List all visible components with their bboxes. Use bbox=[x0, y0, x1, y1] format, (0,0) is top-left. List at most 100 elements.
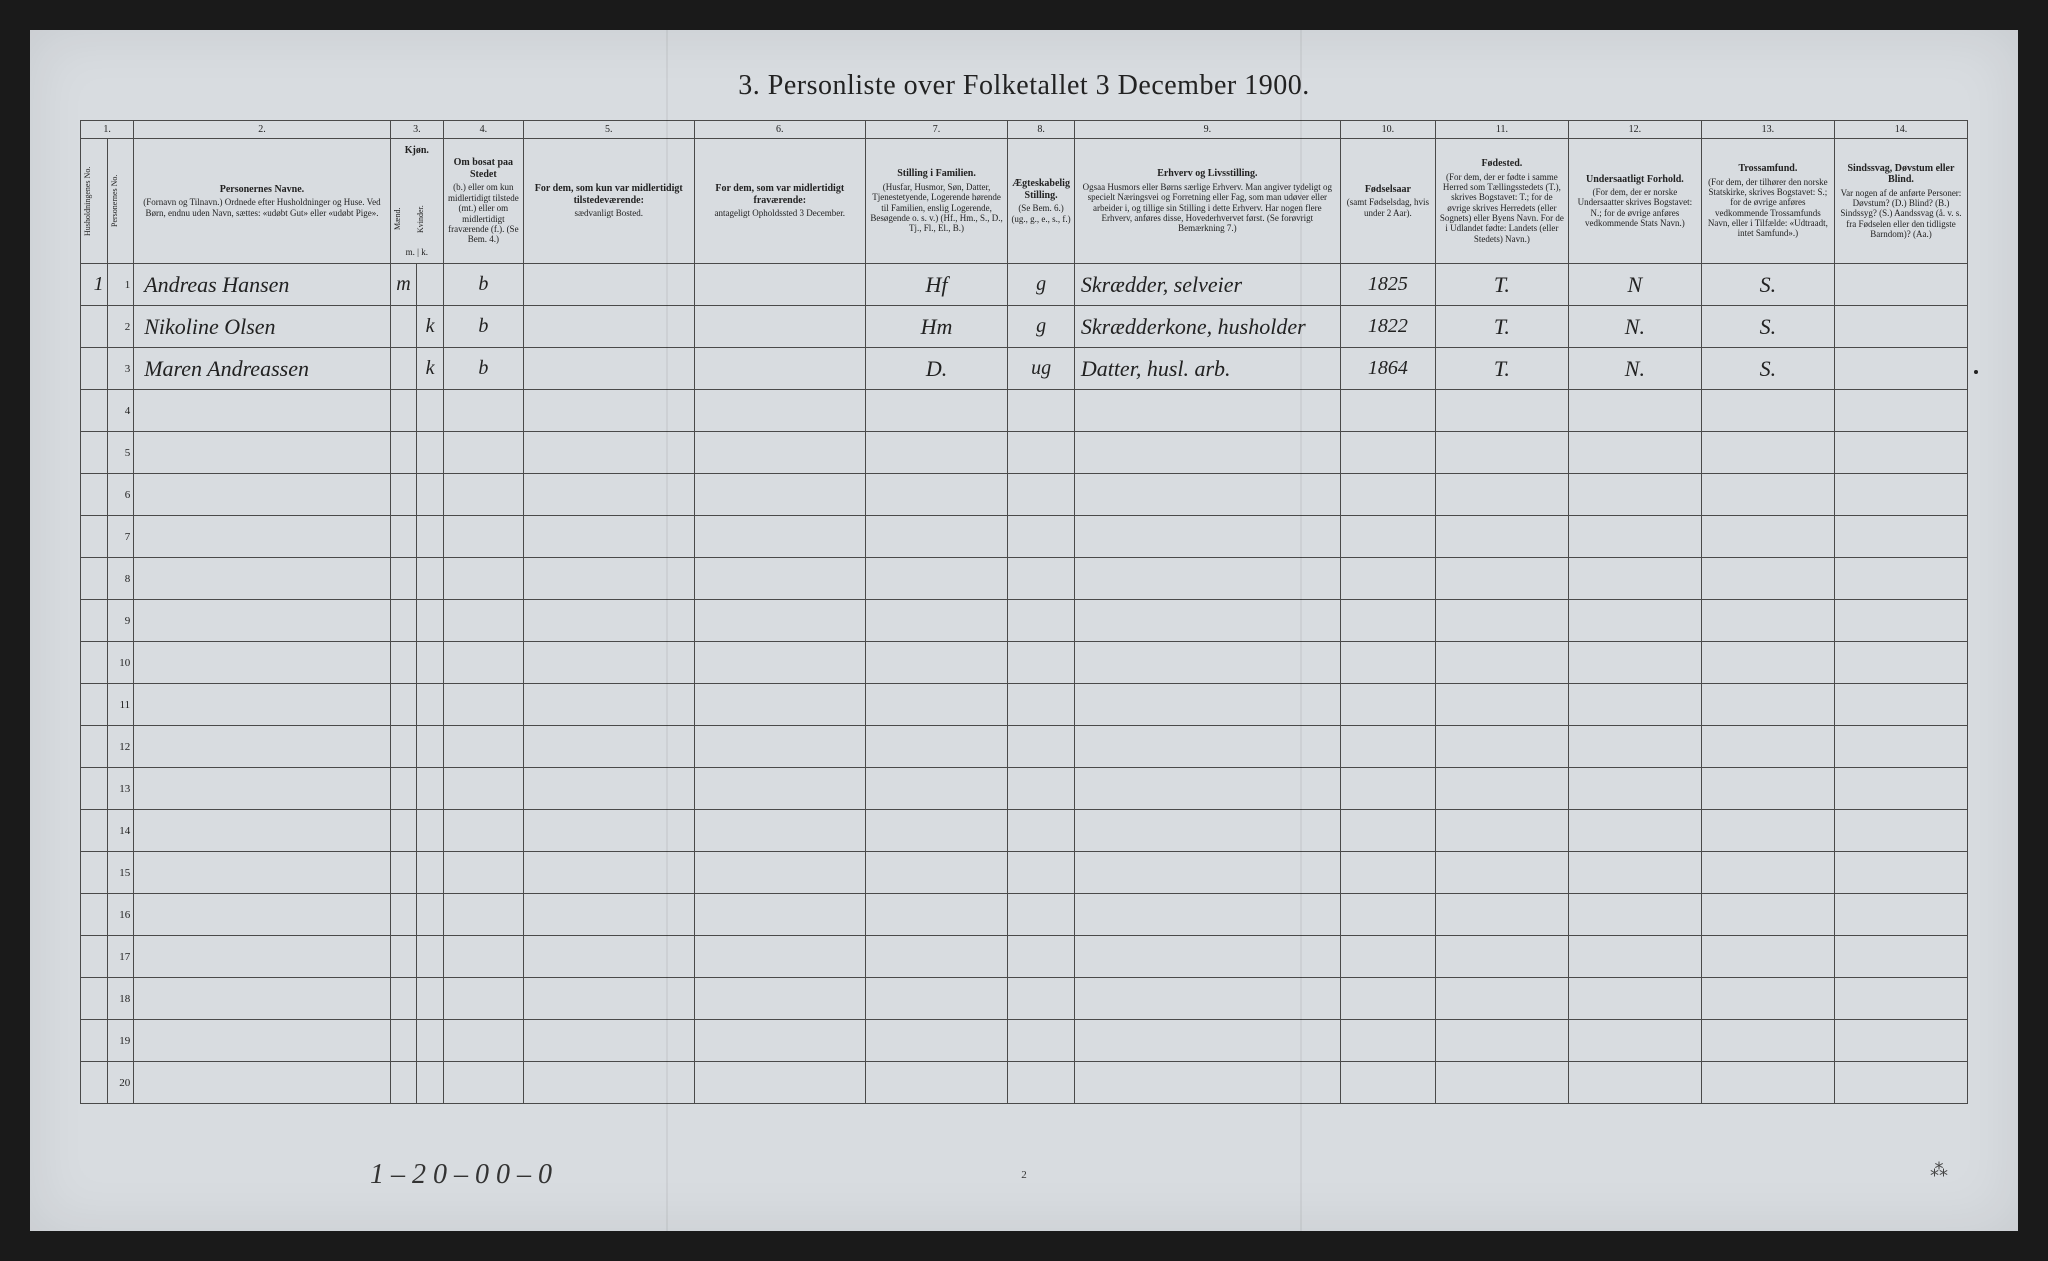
cell-year bbox=[1340, 516, 1435, 558]
cell-c5 bbox=[523, 600, 694, 642]
cell-residence bbox=[443, 810, 523, 852]
cell-marital bbox=[1008, 936, 1075, 978]
cell-marital: g bbox=[1008, 264, 1075, 306]
cell-c14 bbox=[1834, 432, 1967, 474]
cell-occupation bbox=[1074, 516, 1340, 558]
cell-name bbox=[134, 390, 391, 432]
cell-family bbox=[865, 600, 1008, 642]
cell-c6 bbox=[694, 600, 865, 642]
cell-c5 bbox=[523, 726, 694, 768]
cell-marital bbox=[1008, 810, 1075, 852]
cell-residence: b bbox=[443, 264, 523, 306]
cell-year bbox=[1340, 684, 1435, 726]
cell-c5 bbox=[523, 852, 694, 894]
cell-religion bbox=[1701, 726, 1834, 768]
cell-pn: 19 bbox=[107, 1020, 134, 1062]
cell-residence bbox=[443, 1062, 523, 1104]
cell-c5 bbox=[523, 978, 694, 1020]
table-row-empty: 12 bbox=[81, 726, 1968, 768]
cell-nationality bbox=[1568, 390, 1701, 432]
cell-year bbox=[1340, 390, 1435, 432]
cell-residence bbox=[443, 852, 523, 894]
cell-c5 bbox=[523, 390, 694, 432]
cell-c5 bbox=[523, 264, 694, 306]
cell-religion bbox=[1701, 474, 1834, 516]
cell-c6 bbox=[694, 726, 865, 768]
cell-sex-k bbox=[417, 432, 444, 474]
cell-c6 bbox=[694, 1020, 865, 1062]
cell-name bbox=[134, 516, 391, 558]
cell-sex-k: k bbox=[417, 306, 444, 348]
table-row-empty: 16 bbox=[81, 894, 1968, 936]
cell-marital bbox=[1008, 684, 1075, 726]
cell-hh bbox=[81, 306, 108, 348]
cell-c14 bbox=[1834, 1062, 1967, 1104]
cell-hh bbox=[81, 474, 108, 516]
cell-occupation bbox=[1074, 1062, 1340, 1104]
cell-nationality bbox=[1568, 642, 1701, 684]
cell-residence bbox=[443, 474, 523, 516]
cell-c14 bbox=[1834, 516, 1967, 558]
hdr-sex: Kjøn. Mænd. Kvinder. m. | k. bbox=[390, 139, 443, 264]
cell-hh bbox=[81, 642, 108, 684]
cell-year: 1822 bbox=[1340, 306, 1435, 348]
cell-birthplace bbox=[1435, 1062, 1568, 1104]
cell-sex-m bbox=[390, 894, 417, 936]
cell-nationality bbox=[1568, 852, 1701, 894]
cell-birthplace bbox=[1435, 600, 1568, 642]
cell-c6 bbox=[694, 348, 865, 390]
cell-pn: 20 bbox=[107, 1062, 134, 1104]
cell-sex-k bbox=[417, 726, 444, 768]
cell-nationality bbox=[1568, 474, 1701, 516]
cell-sex-k bbox=[417, 684, 444, 726]
cell-pn: 8 bbox=[107, 558, 134, 600]
cell-name bbox=[134, 726, 391, 768]
cell-nationality bbox=[1568, 432, 1701, 474]
table-row-empty: 7 bbox=[81, 516, 1968, 558]
cell-c6 bbox=[694, 768, 865, 810]
cell-occupation bbox=[1074, 684, 1340, 726]
cell-c5 bbox=[523, 516, 694, 558]
table-row-empty: 4 bbox=[81, 390, 1968, 432]
colnum-11: 11. bbox=[1435, 121, 1568, 139]
cell-sex-k bbox=[417, 642, 444, 684]
cell-residence bbox=[443, 516, 523, 558]
cell-pn: 13 bbox=[107, 768, 134, 810]
cell-year bbox=[1340, 432, 1435, 474]
cell-pn: 7 bbox=[107, 516, 134, 558]
cell-sex-m bbox=[390, 978, 417, 1020]
paper-sheet: 3. Personliste over Folketallet 3 Decemb… bbox=[30, 30, 2018, 1231]
cell-residence: b bbox=[443, 306, 523, 348]
cell-occupation bbox=[1074, 768, 1340, 810]
table-row: 3 Maren Andreassen k b D. ug Datter, hus… bbox=[81, 348, 1968, 390]
cell-c6 bbox=[694, 558, 865, 600]
cell-religion: S. bbox=[1701, 348, 1834, 390]
cell-marital bbox=[1008, 558, 1075, 600]
cell-c5 bbox=[523, 558, 694, 600]
cell-pn: 15 bbox=[107, 852, 134, 894]
cell-c6 bbox=[694, 684, 865, 726]
table-row-empty: 5 bbox=[81, 432, 1968, 474]
cell-name bbox=[134, 852, 391, 894]
cell-nationality bbox=[1568, 684, 1701, 726]
cell-occupation bbox=[1074, 1020, 1340, 1062]
cell-residence bbox=[443, 432, 523, 474]
cell-residence bbox=[443, 768, 523, 810]
cell-c6 bbox=[694, 642, 865, 684]
cell-pn: 17 bbox=[107, 936, 134, 978]
cell-name: Maren Andreassen bbox=[134, 348, 391, 390]
cell-year bbox=[1340, 768, 1435, 810]
cell-residence bbox=[443, 558, 523, 600]
cell-occupation: Skrædderkone, husholder bbox=[1074, 306, 1340, 348]
cell-marital bbox=[1008, 516, 1075, 558]
cell-nationality: N. bbox=[1568, 348, 1701, 390]
colnum-10: 10. bbox=[1340, 121, 1435, 139]
cell-marital bbox=[1008, 1062, 1075, 1104]
cell-birthplace: T. bbox=[1435, 306, 1568, 348]
cell-hh bbox=[81, 726, 108, 768]
cell-year bbox=[1340, 726, 1435, 768]
colnum-5: 5. bbox=[523, 121, 694, 139]
cell-birthplace bbox=[1435, 936, 1568, 978]
cell-birthplace bbox=[1435, 726, 1568, 768]
cell-sex-m bbox=[390, 726, 417, 768]
